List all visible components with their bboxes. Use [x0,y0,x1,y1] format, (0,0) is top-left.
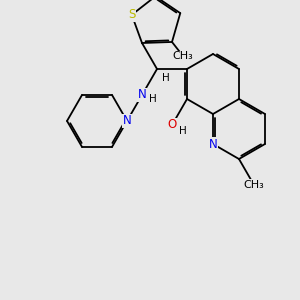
Text: N: N [138,88,146,101]
Text: O: O [167,118,177,131]
Text: CH₃: CH₃ [173,51,194,61]
Text: H: H [148,94,156,104]
Text: CH₃: CH₃ [244,180,264,190]
Text: H: H [162,73,170,83]
Text: N: N [208,137,217,151]
Text: S: S [128,8,135,21]
Text: N: N [123,115,131,128]
Text: H: H [178,126,186,136]
